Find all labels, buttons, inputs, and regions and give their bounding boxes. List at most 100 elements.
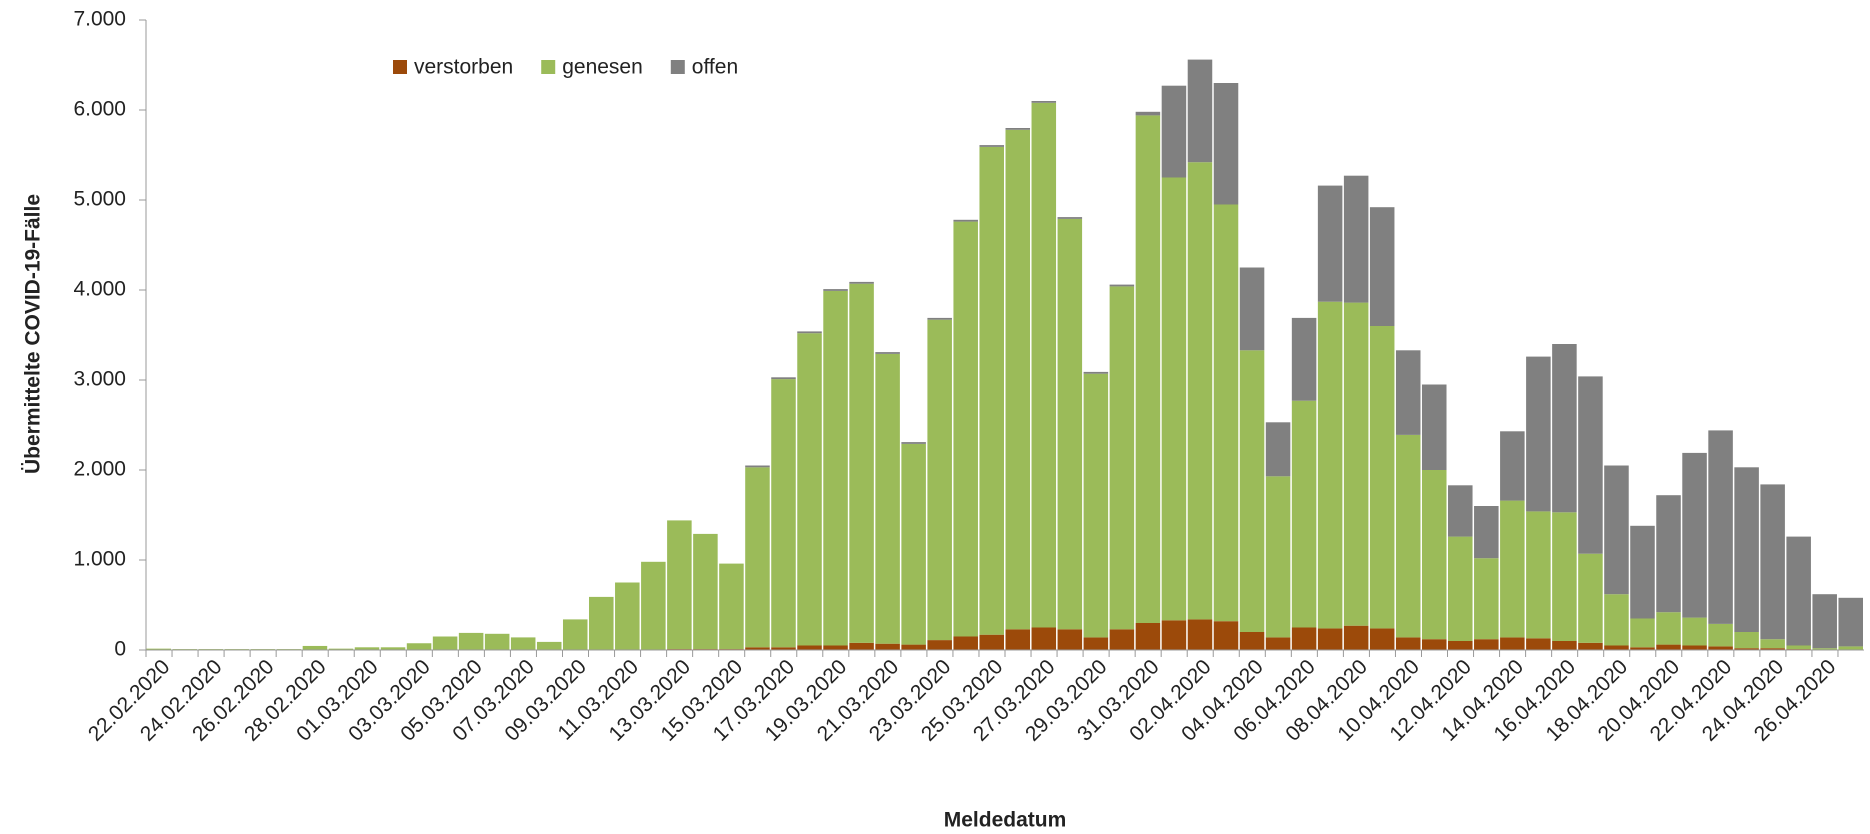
bar-segment <box>1317 185 1343 302</box>
bar-segment <box>1838 597 1863 647</box>
bar-segment <box>1161 85 1187 178</box>
bar-segment <box>901 644 926 650</box>
bar-segment <box>1187 162 1213 620</box>
bar-segment <box>667 520 692 650</box>
bar-segment <box>823 645 848 650</box>
bar-segment <box>1500 637 1525 650</box>
bar-segment <box>1291 400 1317 628</box>
bar-segment <box>484 633 510 650</box>
y-tick-label: 7.000 <box>73 8 126 31</box>
bar-segment <box>1734 648 1759 650</box>
bar-segment <box>901 442 926 444</box>
bar-segment <box>745 465 770 468</box>
bar-segment <box>849 281 874 284</box>
bar-segment <box>901 443 926 645</box>
bar-segment <box>771 377 796 380</box>
bar-segment <box>1083 373 1109 638</box>
bar-segment <box>1421 639 1447 650</box>
bar-segment <box>927 317 952 320</box>
bar-segment <box>1239 632 1265 650</box>
bar-segment <box>1708 623 1733 647</box>
legend-swatch <box>393 60 407 74</box>
bar-segment <box>771 379 796 648</box>
bar-segment <box>1552 344 1577 513</box>
y-tick-label: 2.000 <box>73 458 126 481</box>
bar-segment <box>1474 506 1499 559</box>
bar-segment <box>1031 627 1057 650</box>
bar-segment <box>1239 350 1265 632</box>
bar-segment <box>1239 267 1265 351</box>
bar-segment <box>1448 641 1473 650</box>
bar-segment <box>1031 102 1057 628</box>
bar-segment <box>1708 646 1733 650</box>
bar-segment <box>589 596 614 650</box>
bar-segment <box>1343 175 1369 303</box>
y-tick-label: 3.000 <box>73 368 126 391</box>
y-tick-label: 0 <box>114 638 126 661</box>
bar-segment <box>1552 512 1577 641</box>
bar-segment <box>953 636 978 650</box>
bar-segment <box>1630 618 1655 648</box>
bar-segment <box>953 219 978 222</box>
bar-segment <box>1343 625 1369 650</box>
bar-segment <box>849 283 874 643</box>
bar-segment <box>1057 218 1083 630</box>
bar-segment <box>1500 431 1525 501</box>
bar-segment <box>1187 59 1213 163</box>
legend-label: verstorben <box>414 56 513 79</box>
bar-segment <box>1786 536 1811 646</box>
bar-segment <box>458 632 484 650</box>
bar-segment <box>1265 422 1291 477</box>
bar-segment <box>302 645 328 650</box>
bar-segment <box>1630 647 1655 650</box>
bar-segment <box>1083 371 1109 374</box>
bar-segment <box>1604 645 1629 650</box>
bar-segment <box>1526 356 1551 512</box>
bar-segment <box>1161 177 1187 621</box>
bar-segment <box>1057 629 1083 650</box>
bar-segment <box>979 145 1004 147</box>
bar-segment <box>380 647 406 650</box>
bar-segment <box>328 648 354 650</box>
bar-segment <box>1760 648 1785 650</box>
bar-segment <box>745 647 770 650</box>
legend-swatch <box>541 60 556 74</box>
bar-segment <box>1343 302 1369 626</box>
bar-segment <box>1448 485 1473 537</box>
bar-segment <box>1656 612 1681 645</box>
bar-segment <box>1109 284 1135 287</box>
y-tick-label: 6.000 <box>73 98 126 121</box>
bar-segment <box>1526 511 1551 639</box>
bar-segment <box>1760 639 1785 649</box>
bar-segment <box>797 331 822 334</box>
bar-segment <box>1057 217 1083 219</box>
bar-segment <box>146 648 172 650</box>
bar-segment <box>771 647 796 650</box>
bar-segment <box>1213 83 1239 205</box>
bar-segment <box>615 582 640 650</box>
bar-segment <box>1812 648 1837 650</box>
bar-segment <box>1213 621 1239 650</box>
bar-segment <box>1708 430 1733 624</box>
bar-segment <box>1630 525 1655 619</box>
bar-segment <box>354 647 380 650</box>
bar-segment <box>1291 317 1317 401</box>
bar-segment <box>1265 476 1291 638</box>
bar-segment <box>1109 629 1135 650</box>
bar-segment <box>1812 594 1837 649</box>
bar-segment <box>1578 642 1603 650</box>
y-tick-label: 5.000 <box>73 188 126 211</box>
bar-segment <box>510 637 536 650</box>
bar-segment <box>797 333 822 646</box>
bar-segment <box>875 352 900 354</box>
bar-segment <box>1578 376 1603 554</box>
bar-segment <box>1005 629 1031 650</box>
bar-segment <box>1369 207 1395 326</box>
bar-segment <box>406 643 432 650</box>
bar-segment <box>1682 452 1707 618</box>
bar-segment <box>1213 204 1239 622</box>
bar-segment <box>1656 495 1681 613</box>
bar-segment <box>562 619 588 650</box>
y-axis-title: Übermittelte COVID-19-Fälle <box>22 194 45 474</box>
